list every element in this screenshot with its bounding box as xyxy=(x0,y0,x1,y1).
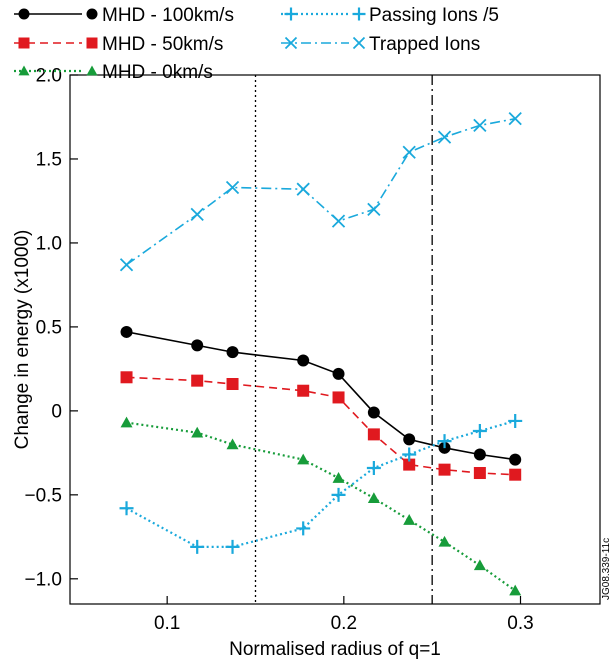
data-point-x xyxy=(473,118,487,133)
legend-marker-circle xyxy=(18,8,30,20)
data-point-triangle xyxy=(332,472,345,483)
y-axis-label: Change in energy (x1000) xyxy=(12,230,33,450)
data-point-plus xyxy=(508,413,523,428)
legend-label: MHD - 0km/s xyxy=(102,62,213,83)
legend-marker-x xyxy=(284,36,298,50)
data-point-square xyxy=(509,468,522,481)
data-point-x xyxy=(331,214,346,228)
data-point-square xyxy=(367,428,380,441)
x-tick-label: 0.2 xyxy=(331,613,357,634)
y-tick-label: 0.5 xyxy=(36,317,62,338)
data-point-square xyxy=(332,391,345,404)
legend-marker-x xyxy=(352,36,366,50)
data-point-square xyxy=(226,378,239,391)
x-axis-label: Normalised radius of q=1 xyxy=(229,639,441,660)
data-point-triangle xyxy=(473,559,486,571)
data-point-plus xyxy=(437,434,452,449)
data-point-x xyxy=(437,130,452,144)
legend-label: Trapped Ions xyxy=(369,34,480,55)
series-line-3 xyxy=(125,419,516,549)
data-point-plus xyxy=(225,539,240,554)
plot-frame xyxy=(69,74,601,605)
data-point-triangle xyxy=(226,438,239,450)
data-point-plus xyxy=(402,447,417,462)
data-point-circle xyxy=(403,433,416,446)
y-tick-label: 0 xyxy=(51,401,62,422)
data-point-triangle xyxy=(120,416,133,428)
data-point-circle xyxy=(473,448,486,461)
data-point-plus xyxy=(119,501,134,516)
data-point-x xyxy=(402,145,416,159)
y-tick-label: 1.5 xyxy=(36,149,62,170)
data-point-square xyxy=(297,384,310,397)
x-tick-label: 0.1 xyxy=(154,613,180,634)
data-point-circle xyxy=(367,406,380,419)
legend: MHD - 100km/s MHD - 50km/s MHD - 0km/s Pass… xyxy=(14,5,499,83)
y-tick-label: 1.0 xyxy=(36,233,62,254)
data-point-x xyxy=(367,202,381,216)
data-point-x xyxy=(119,258,134,272)
data-point-square xyxy=(473,467,486,480)
data-point-triangle xyxy=(297,453,310,465)
legend-label: MHD - 100km/s xyxy=(102,5,234,26)
data-point-circle xyxy=(297,354,310,367)
y-tick-label: 2.0 xyxy=(36,66,62,87)
data-point-triangle xyxy=(403,514,416,525)
data-point-plus xyxy=(472,424,487,439)
y-tick-label: −1.0 xyxy=(24,569,62,590)
legend-marker-square xyxy=(86,37,98,49)
axis-labels: Normalised radius of q=1 Change in energy… xyxy=(12,230,612,660)
data-point-plus xyxy=(366,460,381,475)
series-layer xyxy=(119,112,523,596)
legend-marker-triangle xyxy=(18,65,30,76)
data-point-triangle xyxy=(438,535,451,547)
data-point-circle xyxy=(509,453,522,466)
data-point-square xyxy=(403,458,416,471)
data-point-square xyxy=(191,374,204,387)
data-point-x xyxy=(225,180,240,195)
data-point-circle xyxy=(120,325,133,338)
series-line-4 xyxy=(126,117,516,266)
data-point-triangle xyxy=(191,426,204,438)
legend-label: MHD - 50km/s xyxy=(102,34,223,55)
legend-marker-square xyxy=(18,37,30,49)
data-point-square xyxy=(120,371,133,384)
data-point-x xyxy=(190,207,204,222)
data-point-circle xyxy=(332,367,345,380)
figure-id-label: JG08.339-11c xyxy=(601,538,612,600)
axes: −1.0 −0.5 0 0.5 1.0 1.5 2.0 0.1 0.2 0.3 xyxy=(24,66,601,634)
reference-lines xyxy=(254,75,433,604)
legend-label: Passing Ions /5 xyxy=(369,5,499,26)
x-tick-label: 0.3 xyxy=(507,613,533,634)
legend-marker-plus xyxy=(284,7,298,21)
series-line-2 xyxy=(126,421,516,592)
legend-marker-circle xyxy=(86,8,98,20)
legend-marker-triangle xyxy=(86,65,98,76)
data-point-x xyxy=(296,182,310,196)
data-point-plus xyxy=(331,487,346,502)
data-point-triangle xyxy=(509,584,522,596)
data-point-plus xyxy=(296,521,311,536)
legend-marker-plus xyxy=(352,7,366,21)
series-line-0 xyxy=(126,331,516,461)
data-point-circle xyxy=(191,339,204,352)
data-point-square xyxy=(438,463,451,476)
data-point-circle xyxy=(226,346,239,359)
data-point-plus xyxy=(190,539,205,554)
y-tick-label: −0.5 xyxy=(24,485,62,506)
data-point-triangle xyxy=(367,492,380,503)
data-point-x xyxy=(508,112,522,126)
series-line-1 xyxy=(126,376,516,476)
